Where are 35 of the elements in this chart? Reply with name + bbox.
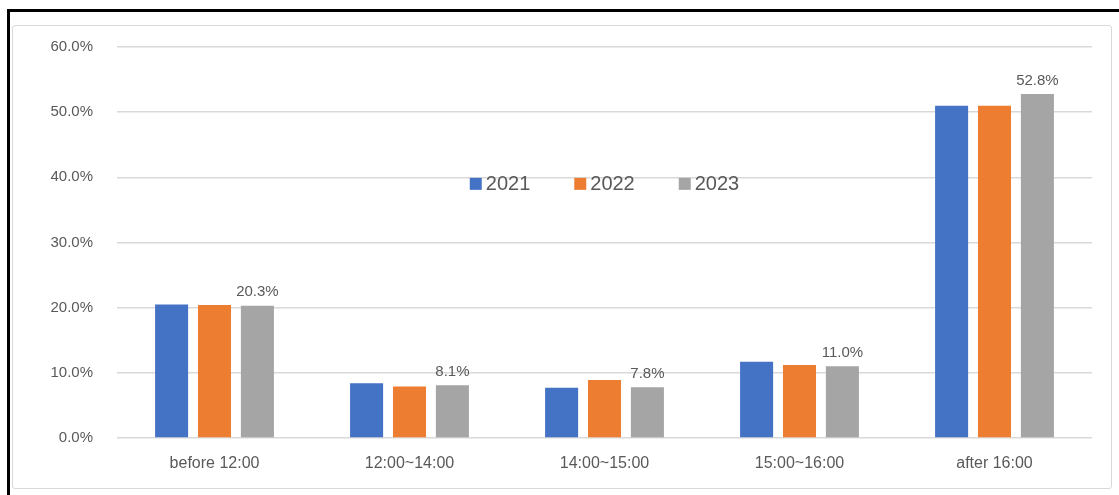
bar [587, 380, 622, 438]
x-tick-label: before 12:00 [169, 454, 260, 472]
bar [392, 386, 427, 438]
data-label: 52.8% [1016, 70, 1059, 88]
y-tick-label: 40.0% [50, 167, 93, 185]
bar [545, 387, 579, 438]
bar [977, 105, 1012, 438]
x-tick-label: 14:00~15:00 [559, 454, 650, 472]
y-tick-label: 10.0% [50, 362, 93, 380]
bar [197, 305, 232, 438]
y-tick-label: 60.0% [50, 37, 93, 55]
y-tick-label: 20.0% [50, 297, 93, 315]
data-label: 7.8% [630, 363, 665, 381]
bar [1020, 93, 1054, 438]
bar [240, 305, 274, 438]
y-tick-label: 50.0% [50, 102, 93, 120]
bar [630, 387, 664, 438]
data-label: 11.0% [821, 342, 864, 360]
bar [740, 361, 774, 438]
legend-label: 2023 [694, 172, 740, 195]
data-label: 8.1% [435, 361, 470, 379]
bar [350, 383, 384, 438]
bar [935, 105, 969, 438]
bar [782, 365, 817, 438]
legend-label: 2022 [590, 172, 635, 195]
bar [825, 366, 859, 438]
bar [155, 304, 189, 438]
x-tick-label: 15:00~16:00 [754, 454, 845, 472]
y-tick-label: 0.0% [58, 428, 93, 446]
bar [435, 385, 469, 438]
legend-label: 2021 [485, 172, 531, 195]
y-tick-label: 30.0% [50, 232, 93, 250]
x-tick-label: 12:00~14:00 [364, 454, 455, 472]
x-tick-label: after 16:00 [956, 454, 1033, 472]
data-label: 20.3% [236, 282, 279, 300]
